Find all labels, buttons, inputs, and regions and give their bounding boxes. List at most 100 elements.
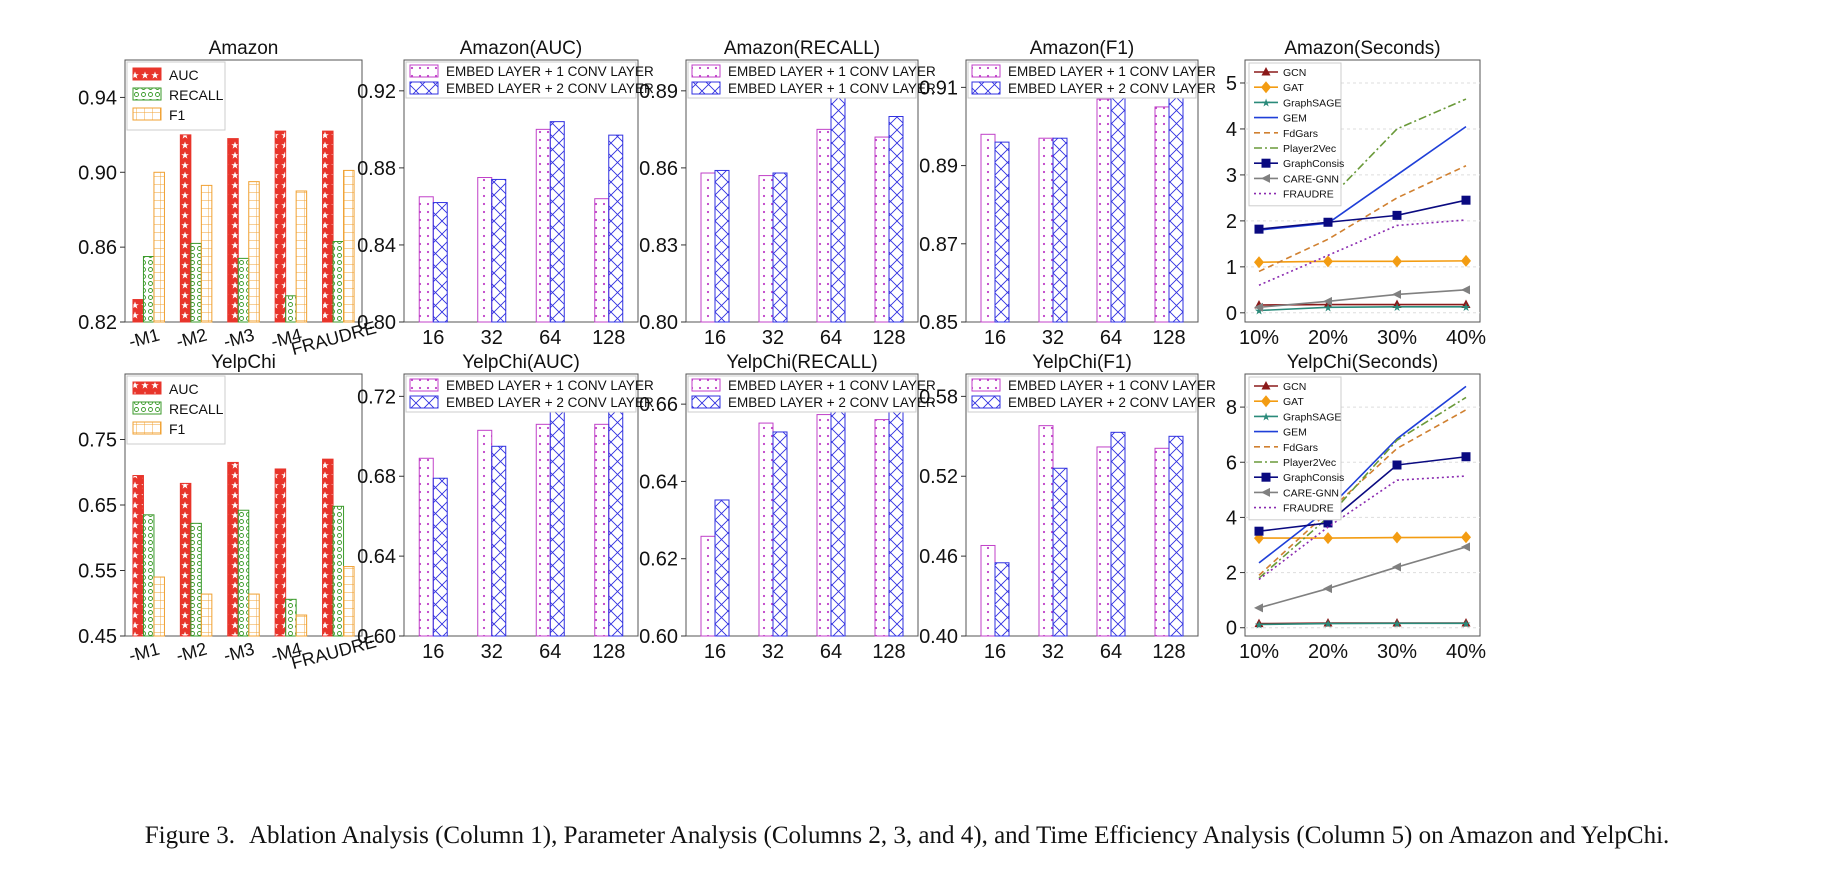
legend-yelp-auc: EMBED LAYER + 1 CONV LAYER EMBED LAYER + … xyxy=(405,375,654,413)
legend-swatch-s0 xyxy=(691,64,721,78)
xtick-label: -M2 xyxy=(174,639,209,666)
ytick-label: 0.83 xyxy=(639,235,678,257)
legend-label: EMBED LAYER + 1 CONV LAYER xyxy=(1008,64,1216,79)
legend-swatch-f1 xyxy=(132,107,162,121)
legend-label: F1 xyxy=(169,421,186,437)
legend-swatch-s0 xyxy=(409,64,439,78)
legend-label: CARE-GNN xyxy=(1283,173,1339,185)
bar-amazon-ablation-recall-1 xyxy=(190,242,202,323)
bar-amazon-ablation-recall-0 xyxy=(142,256,155,323)
ytick-label: 0.46 xyxy=(919,546,958,568)
legend-label: FRAUDRE xyxy=(1283,189,1334,201)
panel-title-amazon-f1: Amazon(F1) xyxy=(1030,38,1135,59)
legend-marker xyxy=(1261,381,1271,390)
panel-frame-amazon-auc xyxy=(403,59,639,323)
bar-yelp-recall-s1-2 xyxy=(830,385,846,637)
data-point xyxy=(1323,584,1332,594)
xtick-label: 64 xyxy=(539,327,561,349)
xtick-label: 128 xyxy=(1152,641,1185,663)
bar-yelp-ablation-auc-1 xyxy=(179,482,192,637)
ytick-label: 0 xyxy=(1226,618,1237,640)
series-yelp-seconds-fdgars xyxy=(1258,409,1467,576)
ytick-label: 0.90 xyxy=(78,162,117,184)
bar-amazon-ablation-f1-0 xyxy=(153,171,165,323)
legend-amazon-seconds: GCN GAT ★ GraphSAGE GEM FdGars Player2Vec Graph… xyxy=(1248,62,1344,207)
data-point: ★ xyxy=(1323,619,1333,631)
ytick-label: 0.64 xyxy=(357,546,396,568)
ytick-label: 5 xyxy=(1226,73,1237,95)
bar-amazon-ablation-f1-1 xyxy=(200,184,213,323)
legend-label: GraphSAGE xyxy=(1283,97,1341,109)
legend-label: EMBED LAYER + 2 CONV LAYER xyxy=(446,395,654,410)
legend-yelp-seconds: GCN GAT ★ GraphSAGE GEM FdGars Player2Vec Graph… xyxy=(1248,376,1344,521)
series-line xyxy=(1259,536,1467,539)
bar-yelp-recall-s0-1 xyxy=(758,422,774,637)
bar-yelp-f1-s1-0 xyxy=(994,562,1010,637)
xtick-label: 10% xyxy=(1239,327,1279,349)
legend-label: AUC xyxy=(169,67,199,83)
bar-amazon-ablation-f1-2 xyxy=(248,181,260,323)
legend-marker xyxy=(1261,472,1271,482)
legend-label: AUC xyxy=(169,381,199,397)
ytick-label: 0.87 xyxy=(919,234,958,256)
legend-label: GEM xyxy=(1283,427,1307,439)
bar-yelp-ablation-recall-1 xyxy=(190,522,202,637)
legend-label: RECALL xyxy=(169,87,224,103)
legend-label: GCN xyxy=(1283,381,1306,393)
ytick-label: 8 xyxy=(1226,397,1237,419)
bar-yelp-ablation-recall-3 xyxy=(285,598,297,637)
data-point xyxy=(1392,618,1402,627)
xtick-label: 64 xyxy=(1100,641,1122,663)
ytick-label: 0.52 xyxy=(919,466,958,488)
ytick-label: 0.89 xyxy=(639,81,678,103)
data-point: ★ xyxy=(1392,618,1402,630)
xtick-label: 32 xyxy=(481,327,503,349)
bar-yelp-auc-s1-0 xyxy=(432,477,448,637)
series-line xyxy=(1258,306,1466,312)
bar-amazon-auc-s0-1 xyxy=(477,177,493,323)
legend-swatch-s0 xyxy=(971,64,1001,78)
data-point xyxy=(1461,299,1471,309)
data-point xyxy=(1323,518,1333,528)
bar-amazon-f1-s0-2 xyxy=(1096,98,1112,323)
legend-label: GEM xyxy=(1283,113,1307,125)
bar-amazon-f1-s1-1 xyxy=(1052,137,1068,323)
xtick-label: -M1 xyxy=(127,639,162,666)
legend-marker xyxy=(1261,67,1271,76)
series-line xyxy=(1258,409,1467,576)
data-point xyxy=(1323,532,1333,545)
legend-label: FdGars xyxy=(1283,442,1318,454)
legend-label: CARE-GNN xyxy=(1283,487,1339,499)
bar-yelp-ablation-auc-0 xyxy=(132,475,144,637)
bar-yelp-ablation-auc-2 xyxy=(227,461,239,637)
legend-swatch-s0 xyxy=(971,378,1001,392)
legend-label: EMBED LAYER + 2 CONV LAYER xyxy=(1008,395,1216,410)
xtick-label: 32 xyxy=(481,641,503,663)
bar-yelp-ablation-auc-4 xyxy=(322,458,334,637)
data-point xyxy=(1392,299,1402,309)
xtick-label: 64 xyxy=(820,327,842,349)
bar-yelp-recall-s1-0 xyxy=(714,499,730,637)
series-amazon-seconds-graphconsis xyxy=(1254,195,1471,234)
xtick-label: 20% xyxy=(1308,641,1348,663)
series-yelp-seconds-graphsage: ★ ★ ★ ★ xyxy=(1254,618,1471,631)
data-point xyxy=(1461,542,1470,552)
series-line xyxy=(1258,289,1467,309)
data-point xyxy=(1392,289,1401,299)
data-point xyxy=(1461,285,1470,295)
legend-swatch-f1 xyxy=(132,421,162,435)
bar-amazon-f1-s1-3 xyxy=(1168,94,1184,323)
panel-frame-yelp-seconds xyxy=(1244,373,1481,637)
xtick-label: 16 xyxy=(422,641,444,663)
xtick-label: 10% xyxy=(1239,641,1279,663)
bar-amazon-auc-s0-0 xyxy=(418,196,434,323)
bar-yelp-ablation-f1-1 xyxy=(200,593,213,637)
ytick-label: 1 xyxy=(1226,257,1237,279)
series-yelp-seconds-care-gnn xyxy=(1254,542,1470,613)
data-point xyxy=(1254,224,1264,234)
bar-amazon-auc-s0-3 xyxy=(594,198,610,323)
data-point xyxy=(1461,452,1471,462)
bar-amazon-recall-s1-0 xyxy=(714,169,730,323)
ytick-label: 0.80 xyxy=(357,312,396,334)
